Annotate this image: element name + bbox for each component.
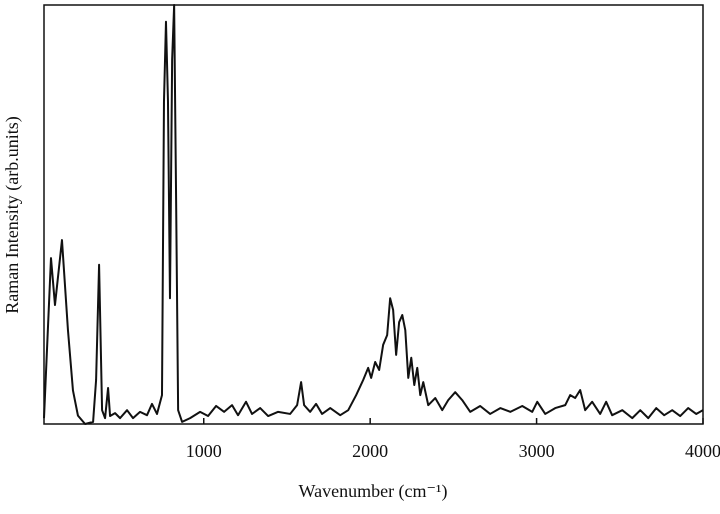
x-tick-label: 2000 (352, 441, 388, 461)
spectrum-line (43, 4, 704, 425)
x-tick-label: 3000 (519, 441, 555, 461)
y-axis-title: Raman Intensity (arb.units) (2, 116, 23, 313)
x-tick-label: 4000 (685, 441, 720, 461)
plot-frame (43, 4, 704, 425)
x-tick-label: 1000 (186, 441, 222, 461)
x-axis-title: Wavenumber (cm⁻¹) (299, 481, 448, 502)
